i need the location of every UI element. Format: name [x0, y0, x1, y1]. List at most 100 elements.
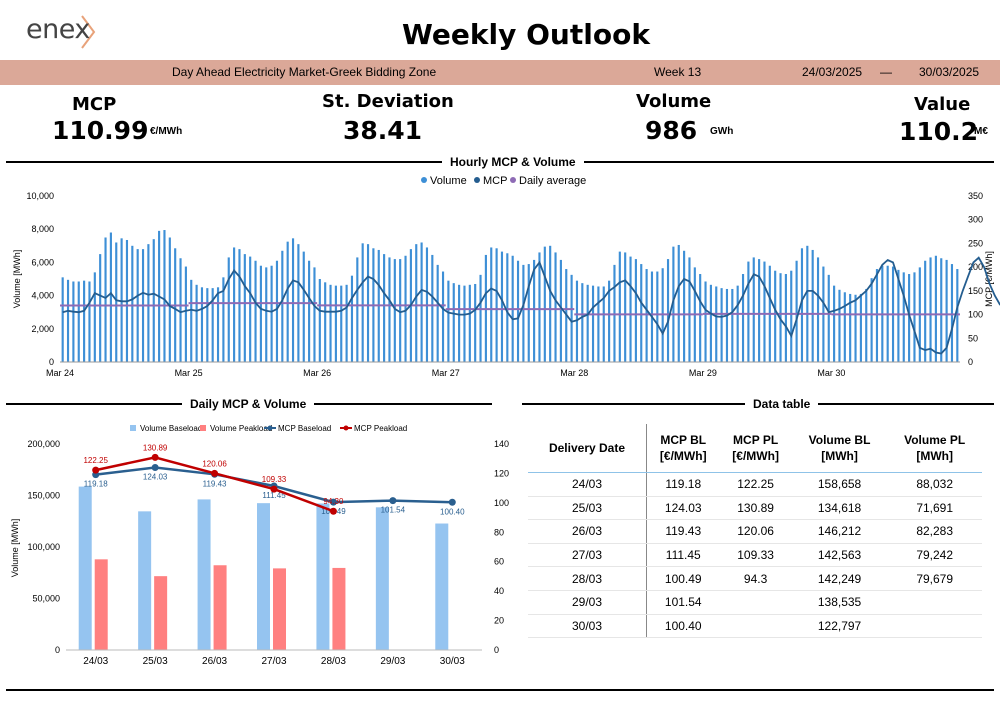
daily-chart: Volume Baseload Volume Peakload MCP Baselo…	[10, 424, 509, 667]
y2-tick-label: 120	[494, 468, 509, 478]
volume-bar	[629, 256, 632, 362]
table-cell: 119.18	[646, 472, 720, 497]
y2-tick-label: 100	[968, 310, 983, 320]
volume-bar	[715, 286, 718, 362]
x-tick-label: 25/03	[143, 656, 168, 667]
volume-bar	[672, 246, 675, 362]
table-row: 28/03 100.49 94.3 142,249 79,679	[528, 566, 982, 591]
volume-bar	[597, 286, 600, 362]
table-cell: 100.40	[646, 614, 720, 639]
mcp-peakload-point	[211, 469, 219, 477]
y-tick-label: 2,000	[31, 324, 54, 334]
volume-bar	[329, 284, 332, 362]
mcp-baseload-point	[389, 497, 397, 505]
legend-marker-1	[474, 177, 480, 183]
legend-label-1: Volume Peakload	[210, 424, 272, 433]
volume-bar	[752, 257, 755, 362]
volume-bar	[929, 257, 932, 362]
volume-bar	[709, 284, 712, 362]
volume-bar	[677, 244, 680, 362]
volume-bar	[431, 254, 434, 362]
volume-bar	[774, 270, 777, 362]
volume-bar	[399, 259, 402, 362]
volume-bar	[324, 282, 327, 362]
kpi-mcp-label: MCP	[72, 94, 117, 115]
table-cell: 134,618	[791, 496, 888, 521]
y2-tick-label: 200	[968, 262, 983, 272]
y-tick-label: 100,000	[27, 542, 60, 552]
volume-bar	[243, 254, 246, 362]
volume-bar	[731, 288, 734, 362]
table-cell: 122.25	[719, 472, 792, 497]
volume-bar	[570, 274, 573, 362]
kpi-mcp-value: 110.99	[52, 116, 149, 145]
mcp-baseload-data-label: 100.40	[440, 507, 465, 516]
x-tick-label: 26/03	[202, 656, 227, 667]
data-table: Delivery Date MCP BL [€/MWh] MCP PL [€/MWh] V…	[528, 424, 982, 639]
y-tick-label: 200,000	[27, 439, 60, 449]
y-tick-label: 10,000	[26, 191, 54, 201]
volume-bar	[184, 266, 187, 362]
y2-tick-label: 0	[968, 357, 973, 367]
volume-bar	[725, 288, 729, 362]
volume-bar	[436, 264, 439, 362]
table-cell: 79,242	[887, 543, 982, 568]
column-header-unit: [MWh]	[916, 449, 953, 463]
table-row: 26/03 119.43 120.06 146,212 82,283	[528, 519, 982, 544]
table-cell: 30/03	[528, 614, 647, 639]
volume-bar	[383, 254, 386, 362]
volume-bar	[270, 265, 273, 362]
daily-title: Daily MCP & Volume	[182, 397, 315, 411]
volume-bar	[308, 260, 311, 362]
table-row: 30/03 100.40 122,797	[528, 614, 982, 639]
volume-bar	[120, 238, 123, 362]
mcp-peakload-point	[92, 466, 100, 474]
volume-bar	[849, 293, 852, 362]
volume-bar	[200, 287, 204, 362]
bar-volume-peakload	[94, 559, 108, 650]
volume-bar	[763, 261, 766, 362]
volume-bar	[618, 251, 621, 362]
table-cell	[719, 590, 792, 615]
volume-bar	[608, 280, 611, 362]
bar-volume-baseload	[78, 486, 92, 650]
volume-bar	[897, 269, 900, 362]
y-tick-label: 0	[49, 357, 54, 367]
volume-bar	[575, 280, 579, 362]
kpi-mcp-unit: €/MWh	[150, 126, 183, 137]
bar-volume-baseload	[138, 511, 152, 650]
kpi-value-value: 110.2	[899, 117, 979, 146]
date-dash: —	[880, 65, 892, 79]
volume-bar	[908, 274, 911, 362]
volume-bar	[747, 261, 750, 362]
column-header-title: MCP BL	[660, 433, 707, 447]
volume-bar	[784, 274, 787, 362]
table-cell: 130.89	[719, 496, 792, 521]
mcp-baseload-point	[329, 498, 337, 506]
volume-bar	[83, 280, 86, 362]
volume-bar	[441, 271, 445, 362]
volume-bar	[361, 243, 364, 362]
volume-bar	[420, 242, 423, 362]
volume-bar	[506, 253, 509, 362]
hourly-title: Hourly MCP & Volume	[442, 155, 584, 169]
volume-bar	[152, 239, 155, 362]
volume-bar	[222, 277, 225, 362]
mcp-peakload-point	[151, 453, 159, 461]
date-to: 30/03/2025	[919, 65, 980, 79]
mcp-peakload-point	[270, 485, 278, 493]
kpi-value-label: Value	[914, 94, 971, 115]
table-cell: 124.03	[646, 496, 720, 521]
volume-bar	[115, 242, 118, 362]
mcp-baseload-data-label: 111.45	[262, 491, 286, 500]
volume-bar	[286, 241, 289, 362]
enex-logo	[81, 15, 96, 49]
volume-bar	[500, 251, 504, 362]
legend-label-3: MCP Peakload	[354, 424, 407, 433]
y-axis-label: Volume [MWh]	[12, 250, 22, 309]
volume-bar	[902, 272, 905, 362]
legend-label-0: Volume Baseload	[140, 424, 202, 433]
column-header-title: Volume BL	[808, 433, 871, 447]
legend-marker-2	[267, 425, 273, 431]
x-tick-label: Mar 25	[175, 368, 203, 378]
